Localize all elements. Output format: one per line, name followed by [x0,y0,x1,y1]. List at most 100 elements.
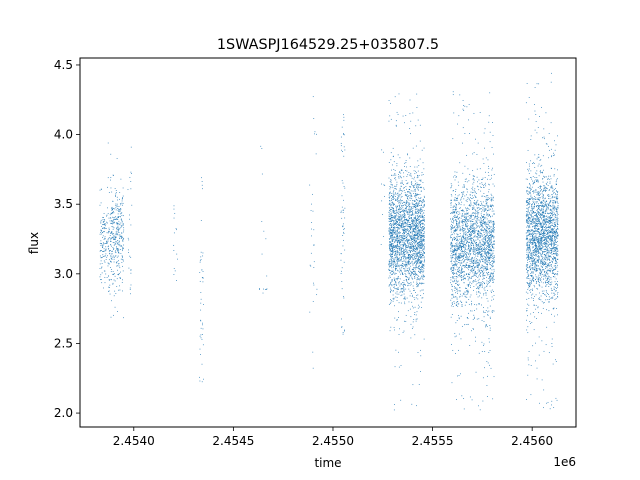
data-point [405,115,407,116]
data-point [480,282,482,284]
data-point [475,262,477,264]
data-point [479,241,481,243]
data-point [396,265,397,267]
data-point [451,253,453,254]
data-point [398,246,400,248]
data-point [415,229,417,231]
data-point [423,228,425,230]
data-point [389,248,390,250]
data-point [417,284,419,286]
data-point [417,232,418,234]
data-point [493,220,494,222]
data-point [397,206,398,208]
data-point [460,300,461,302]
data-point [404,225,406,227]
data-point [469,220,471,222]
data-point [391,232,393,233]
data-point [388,162,390,163]
data-point [484,223,485,225]
data-point [470,197,471,199]
data-point [416,294,418,296]
data-point [343,231,345,233]
data-point [116,205,118,207]
data-point [465,245,467,247]
data-point [394,188,396,189]
data-point [401,264,403,266]
data-point [405,298,406,300]
data-point [394,283,396,285]
data-point [203,304,204,305]
data-point [407,219,409,221]
data-point [479,269,480,271]
data-point [452,267,454,269]
data-point [103,243,105,245]
data-point [420,240,422,242]
data-point [460,245,462,247]
data-point [413,213,415,215]
data-point [395,215,397,217]
data-point [468,251,470,253]
data-point [104,255,106,256]
data-point [488,250,489,252]
data-point [455,238,457,240]
data-point [481,220,483,221]
data-point [463,235,465,237]
data-point [399,157,401,159]
data-point [452,269,453,271]
data-point [467,279,469,281]
data-point [392,229,393,231]
data-point [467,257,468,259]
data-point [490,240,492,242]
data-point [397,259,398,261]
data-point [464,271,465,273]
data-point [383,236,385,237]
data-point [467,207,468,209]
data-point [112,256,114,258]
data-point [488,341,490,343]
data-point [112,242,114,243]
data-point [461,262,463,263]
data-point [116,278,118,280]
data-point [111,213,112,215]
data-point [410,237,412,239]
data-point [414,278,416,279]
data-point [390,179,392,181]
data-point [395,199,397,201]
data-point [455,278,457,280]
data-point [392,290,394,292]
data-point [390,159,392,161]
data-point [466,258,468,260]
data-point [395,120,397,122]
data-point [103,248,105,250]
data-point [422,199,424,201]
data-point [405,246,407,248]
data-point [466,208,467,210]
data-point [389,200,391,202]
data-point [411,328,413,329]
data-point [458,194,460,196]
data-point [109,214,111,216]
data-point [461,245,463,247]
data-point [412,269,414,271]
data-point [490,198,492,200]
data-point [394,265,396,266]
data-point [493,236,495,238]
data-point [394,249,396,251]
data-point [479,248,481,250]
data-point [420,180,422,182]
data-point [480,225,482,227]
data-point [101,244,103,246]
data-point [405,256,407,258]
data-point [389,229,391,231]
data-point [470,258,472,260]
data-point [341,267,343,269]
data-point [490,257,492,259]
data-point [482,250,484,252]
data-point [478,288,480,290]
data-point [393,195,395,197]
data-point [489,252,491,254]
data-point [473,218,475,220]
data-point [120,225,122,226]
data-point [470,245,472,246]
data-point [394,211,396,213]
